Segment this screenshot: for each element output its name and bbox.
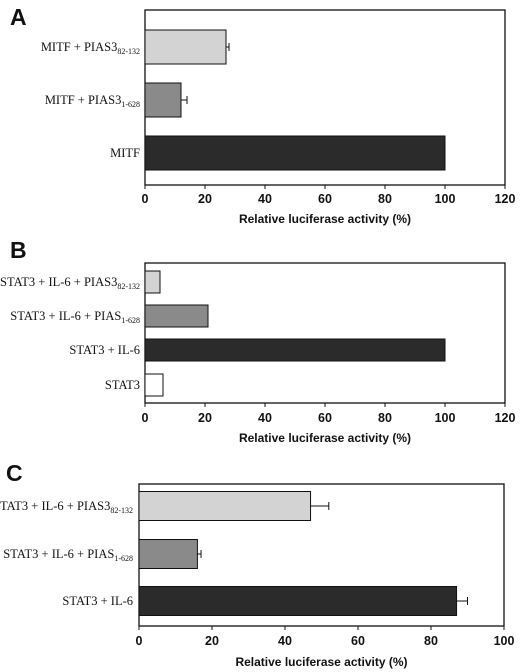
x-tick-label: 60 xyxy=(318,411,332,425)
x-tick-label: 120 xyxy=(495,192,516,206)
bar xyxy=(144,29,227,65)
x-tick-label: 0 xyxy=(142,411,149,425)
x-axis-title: Relative luciferase activity (%) xyxy=(235,655,407,669)
bar xyxy=(144,338,446,362)
panel-label: B xyxy=(10,237,27,263)
category-label: MITF + PIAS382-132 xyxy=(41,40,140,56)
panel-b: B 0 20 40 60 80 100 120 STAT3 + IL-6 + PIAS382-1… xyxy=(0,237,515,445)
x-axis-title: Relative luciferase activity (%) xyxy=(239,431,411,445)
x-tick-label: 60 xyxy=(318,192,332,206)
x-tick-label: 40 xyxy=(258,192,272,206)
category-label: STAT3 + IL-6 + PIAS1-628 xyxy=(3,547,133,563)
x-tick-label: 40 xyxy=(278,634,292,648)
category-label: MITF xyxy=(110,146,140,160)
bar xyxy=(144,82,182,118)
bar xyxy=(138,586,458,616)
bar xyxy=(144,135,446,171)
bar xyxy=(138,491,312,521)
x-tick-label: 100 xyxy=(435,411,456,425)
category-label: STAT3 + IL-6 + PIAS1-628 xyxy=(10,309,140,325)
category-label: STAT3 + IL-6 + PIAS382-132 xyxy=(0,275,140,291)
x-tick-label: 100 xyxy=(435,192,456,206)
bar xyxy=(144,270,161,294)
category-label: STAT3 + IL-6 xyxy=(69,343,140,357)
plot-frame xyxy=(144,262,506,404)
panel-c: C 0 20 40 60 80 100 STAT3 + IL-6 + PIAS382-132 S… xyxy=(0,460,514,669)
x-tick-label: 120 xyxy=(495,411,516,425)
x-tick-label: 60 xyxy=(351,634,365,648)
x-tick-label: 0 xyxy=(136,634,143,648)
bar xyxy=(138,539,198,569)
x-tick-label: 20 xyxy=(198,192,212,206)
panel-a: A 0 20 40 60 80 100 120 MITF + PIAS382-132 MITF +… xyxy=(10,4,515,226)
category-label: STAT3 xyxy=(105,378,140,392)
x-tick-label: 20 xyxy=(205,634,219,648)
x-tick-label: 20 xyxy=(198,411,212,425)
bar xyxy=(144,373,164,397)
x-tick-label: 80 xyxy=(424,634,438,648)
x-tick-label: 100 xyxy=(494,634,515,648)
x-axis-title: Relative luciferase activity (%) xyxy=(239,212,411,226)
category-label: MITF + PIAS31-628 xyxy=(45,93,140,109)
panel-label: A xyxy=(10,4,27,30)
panel-label: C xyxy=(6,460,23,486)
x-tick-label: 80 xyxy=(378,192,392,206)
category-label: STAT3 + IL-6 + PIAS382-132 xyxy=(0,499,133,515)
category-label: STAT3 + IL-6 xyxy=(62,594,133,608)
x-tick-label: 80 xyxy=(378,411,392,425)
bar xyxy=(144,304,209,328)
x-tick-label: 0 xyxy=(142,192,149,206)
x-tick-label: 40 xyxy=(258,411,272,425)
